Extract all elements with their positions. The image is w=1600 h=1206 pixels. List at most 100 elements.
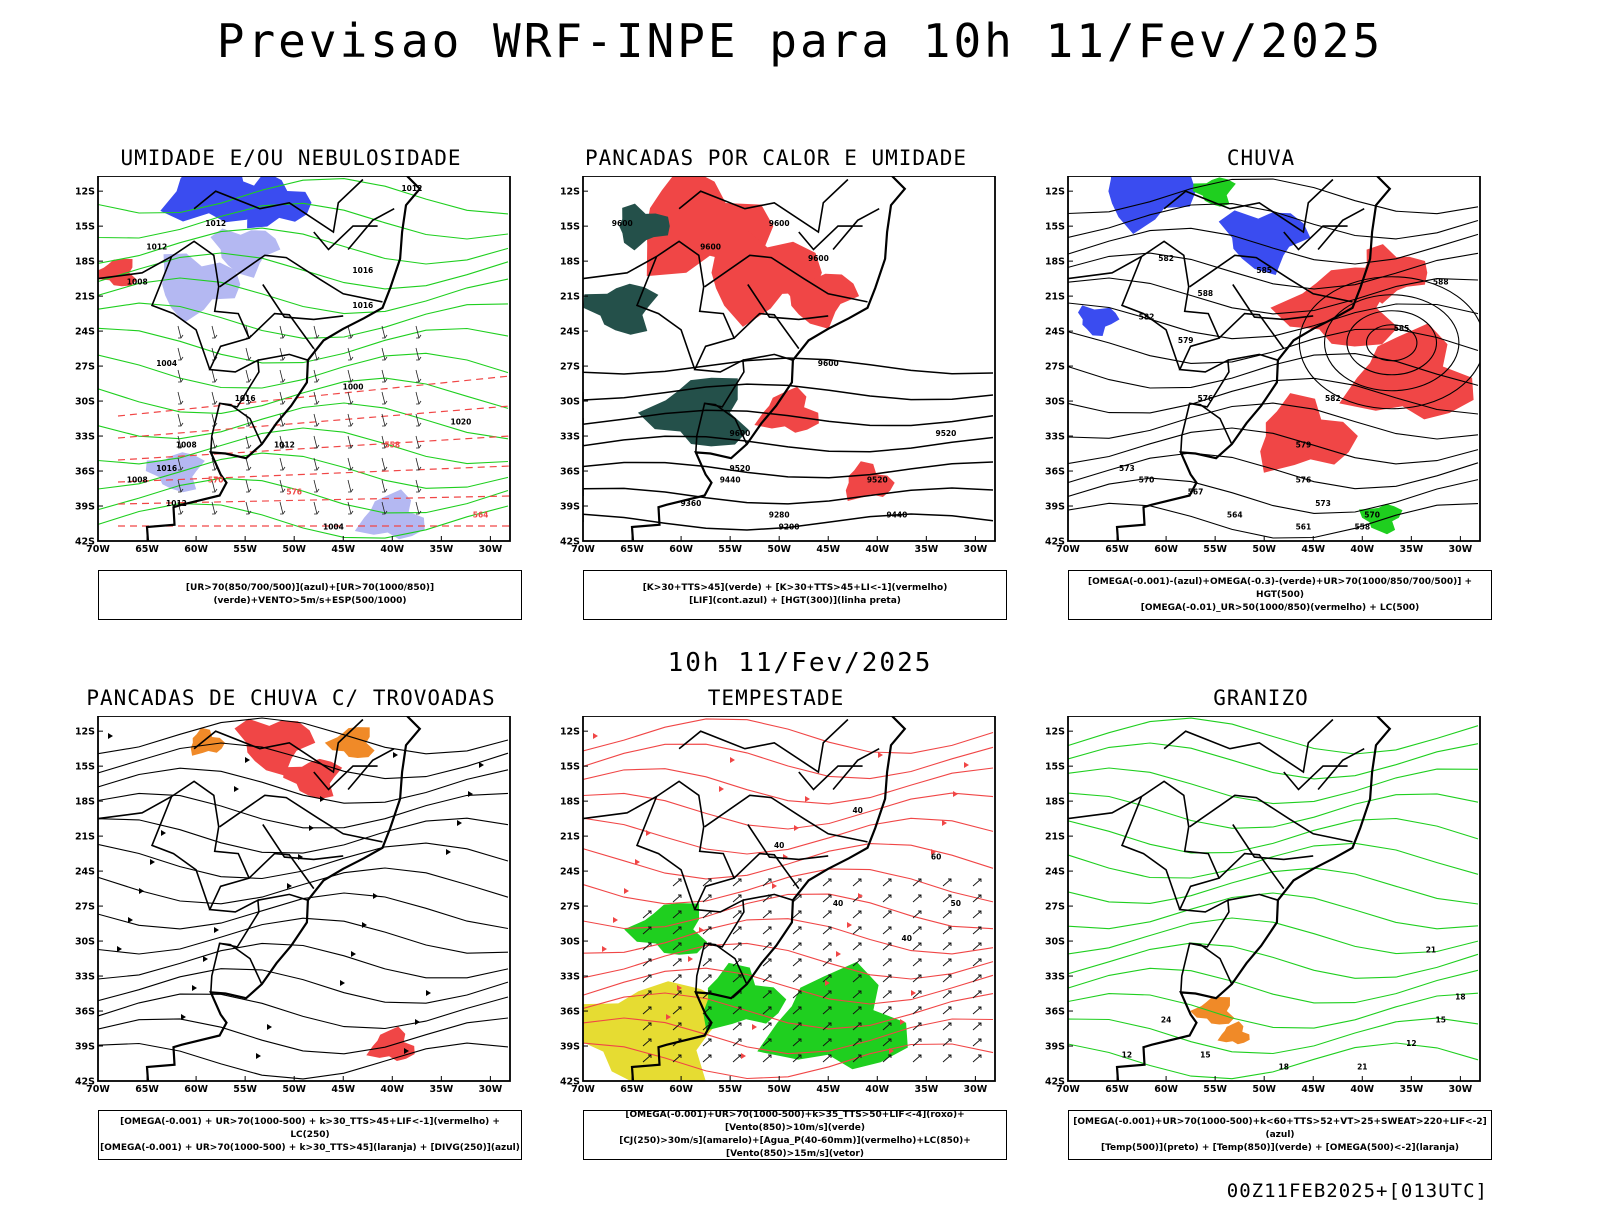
contour-label: 15 xyxy=(1436,1016,1446,1025)
lat-label: 27S xyxy=(1045,902,1065,913)
streamline-arrow xyxy=(646,830,651,836)
wind-vector xyxy=(348,458,353,470)
wind-vector xyxy=(943,911,951,918)
streamline-arrow xyxy=(340,980,345,986)
streamline-arrow xyxy=(256,1053,261,1059)
wind-vector xyxy=(943,1055,951,1062)
lat-label: 15S xyxy=(75,222,95,233)
contour-label: 9520 xyxy=(730,464,751,473)
streamline-arrow xyxy=(624,888,629,894)
contour-label: 9440 xyxy=(886,511,907,520)
contour-label: 585 xyxy=(1394,324,1410,333)
contour-label: 21 xyxy=(1357,1062,1367,1071)
wind-vector xyxy=(314,414,319,426)
contour-label: 9600 xyxy=(818,359,839,368)
wind-vector xyxy=(913,1055,921,1062)
contour-label: 21 xyxy=(1426,946,1436,955)
state-border xyxy=(1318,749,1364,790)
legend-line: [K>30+TTS>45](verde) + [K>30+TTS>45+LI<-… xyxy=(584,582,1006,595)
streamline-arrow xyxy=(613,917,618,923)
legend-line: [CJ(250)>30m/s](amarelo)+[Agua_P(40-60mm… xyxy=(584,1135,1006,1161)
lon-label: 45W xyxy=(1301,544,1325,555)
contour-line xyxy=(1068,793,1478,828)
lon-label: 70W xyxy=(1056,544,1080,555)
contour-label: 1012 xyxy=(166,499,187,508)
contour-line xyxy=(98,378,508,413)
contour-label: 40 xyxy=(774,841,784,850)
state-border xyxy=(1164,720,1333,773)
legend-line: [UR>70(850/700/500)](azul)+[UR>70(1000/8… xyxy=(99,582,521,608)
wind-vector xyxy=(246,480,251,492)
contour-label: 1008 xyxy=(176,441,197,450)
state-border xyxy=(1190,795,1353,842)
state-border xyxy=(1284,766,1348,789)
lat-label: 30S xyxy=(75,397,95,408)
blue-region xyxy=(1108,176,1195,234)
lon-label: 50W xyxy=(1252,1084,1276,1095)
lat-label: 12S xyxy=(75,727,95,738)
lat-label: 36S xyxy=(1045,1007,1065,1018)
lat-label: 12S xyxy=(560,187,580,198)
contour-label: 1016 xyxy=(156,464,177,473)
wind-vector xyxy=(793,927,801,934)
contour-label: 570 xyxy=(1139,476,1155,485)
lat-label: 24S xyxy=(1045,867,1065,878)
lon-label: 45W xyxy=(816,1084,840,1095)
streamline-arrow xyxy=(192,985,197,991)
lat-label: 36S xyxy=(1045,467,1065,478)
streamline-arrow xyxy=(128,917,133,923)
lat-label: 18S xyxy=(1045,797,1065,808)
wind-vector xyxy=(703,1039,711,1046)
lon-label: 50W xyxy=(282,544,306,555)
streamline-arrow xyxy=(847,922,852,928)
wind-vector xyxy=(883,1007,891,1014)
streamline-arrow xyxy=(108,733,113,739)
wind-vector xyxy=(416,458,421,470)
wind-vector xyxy=(703,1055,711,1062)
wind-vector xyxy=(280,458,285,470)
wind-vector xyxy=(246,458,251,470)
map-chuva: 582585588582579576573570567564561 5585885… xyxy=(1041,176,1481,556)
lon-label: 60W xyxy=(669,544,693,555)
contour-line xyxy=(98,428,508,464)
contour-label: 1012 xyxy=(401,184,422,193)
contour-line xyxy=(583,462,993,478)
wind-vector xyxy=(973,1023,981,1030)
lat-label: 33S xyxy=(75,432,95,443)
map-pancadas-calor: 9600 960096009600960096009520944093609280… xyxy=(556,176,996,556)
streamline-arrow xyxy=(752,1024,757,1030)
lon-label: 65W xyxy=(620,1084,644,1095)
wind-vector xyxy=(280,348,285,360)
lat-label: 39S xyxy=(1045,1042,1065,1053)
green-region xyxy=(757,962,908,1069)
contour-line xyxy=(98,918,508,954)
lat-label: 21S xyxy=(560,292,580,303)
wind-vector xyxy=(973,975,981,982)
wind-vector xyxy=(823,959,831,966)
contour-label: 576 xyxy=(1198,394,1214,403)
wind-vector xyxy=(943,991,951,998)
lon-label: 35W xyxy=(429,544,453,555)
lat-label: 24S xyxy=(75,327,95,338)
state-border xyxy=(1318,209,1364,250)
lat-label: 33S xyxy=(1045,972,1065,983)
yellow-region xyxy=(565,981,732,1094)
lon-label: 65W xyxy=(1105,544,1129,555)
state-border xyxy=(679,720,848,773)
contour-line xyxy=(1068,1018,1478,1053)
lon-label: 70W xyxy=(86,544,110,555)
wind-vector xyxy=(973,1055,981,1062)
lat-label: 36S xyxy=(560,1007,580,1018)
contour-line xyxy=(98,253,508,289)
streamline-arrow xyxy=(911,990,916,996)
legend-line: [LIF](cont.azul) + [HGT(300)](linha pret… xyxy=(584,595,1006,608)
lon-label: 70W xyxy=(86,1084,110,1095)
wind-vector xyxy=(913,927,921,934)
lon-label: 60W xyxy=(184,1084,208,1095)
lon-label: 30W xyxy=(479,1084,503,1095)
panel-tempestade: TEMPESTADE 40 40 40 50 60 40 12S 15S 18S 21S 24S 27… xyxy=(556,686,996,1206)
lon-label: 60W xyxy=(669,1084,693,1095)
lat-label: 39S xyxy=(560,1042,580,1053)
lon-label: 40W xyxy=(380,544,404,555)
lon-label: 45W xyxy=(331,544,355,555)
